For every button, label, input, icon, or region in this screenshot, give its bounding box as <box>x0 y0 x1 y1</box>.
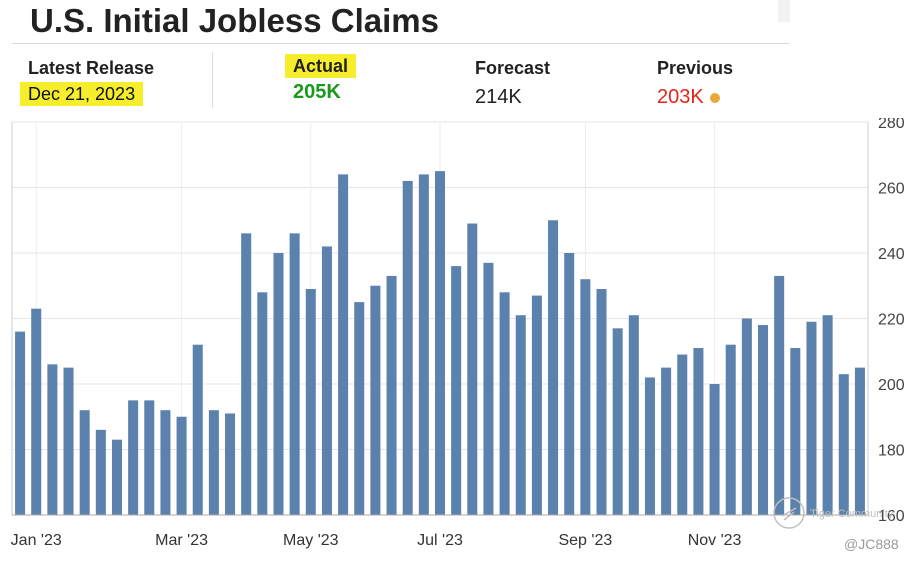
bar[interactable] <box>208 410 219 515</box>
bar[interactable] <box>95 429 106 515</box>
bar[interactable] <box>822 315 833 515</box>
bar[interactable] <box>402 180 413 515</box>
x-tick-label: May '23 <box>283 532 339 549</box>
bar[interactable] <box>63 367 74 515</box>
bar[interactable] <box>192 344 203 515</box>
bar[interactable] <box>338 174 349 515</box>
y-tick-label: 260 <box>878 181 905 198</box>
bar[interactable] <box>434 171 446 515</box>
x-tick-label: Mar '23 <box>155 532 208 549</box>
x-tick-label: Sep '23 <box>558 532 612 549</box>
bar[interactable] <box>225 413 236 515</box>
stat-divider <box>212 52 213 108</box>
bar[interactable] <box>418 174 429 515</box>
bar[interactable] <box>176 416 187 515</box>
bar[interactable] <box>257 292 268 515</box>
forecast-label: Forecast <box>475 58 551 78</box>
bar[interactable] <box>31 308 42 515</box>
bar[interactable] <box>709 384 720 515</box>
actual-label: Actual <box>285 54 357 78</box>
actual-value: 205K <box>293 81 341 103</box>
previous-label: Previous <box>657 58 734 78</box>
bar[interactable] <box>677 354 688 515</box>
previous-stat: Previous 203K <box>657 58 733 109</box>
x-tick-label: Jan '23 <box>11 532 62 549</box>
bar[interactable] <box>111 439 122 515</box>
bar[interactable] <box>548 220 559 515</box>
watermark: Tiger Community @JC888 <box>772 496 899 552</box>
bar[interactable] <box>596 289 607 515</box>
latest-release-date: Dec 21, 2023 <box>20 82 144 106</box>
bar[interactable] <box>289 233 300 515</box>
bar[interactable] <box>273 253 284 515</box>
bar[interactable] <box>499 292 510 515</box>
x-tick-label: Jul '23 <box>417 532 463 549</box>
y-tick-label: 160 <box>878 508 905 525</box>
bar[interactable] <box>370 285 381 515</box>
revision-dot-icon <box>709 92 720 103</box>
bar[interactable] <box>758 325 769 515</box>
y-tick-label: 220 <box>878 312 905 329</box>
forecast-value: 214K <box>475 86 522 108</box>
bar[interactable] <box>79 410 90 515</box>
jobless-claims-bar-chart: 160 180 200 220 240 260 280 Jan '23 Mar '23 May '… <box>11 118 905 549</box>
bar[interactable] <box>725 344 736 515</box>
bar[interactable] <box>241 233 252 515</box>
bar[interactable] <box>386 275 397 515</box>
bar[interactable] <box>305 289 316 515</box>
bar[interactable] <box>854 367 865 515</box>
y-tick-label: 280 <box>878 118 905 132</box>
bar[interactable] <box>774 275 785 515</box>
watermark-brand: Tiger Community <box>810 508 894 520</box>
watermark-handle: @JC888 <box>844 536 899 552</box>
bar[interactable] <box>451 266 462 515</box>
y-tick-label: 200 <box>878 377 905 394</box>
bar[interactable] <box>321 246 332 515</box>
bar[interactable] <box>580 279 591 515</box>
bar[interactable] <box>128 400 139 515</box>
previous-value: 203K <box>657 86 704 108</box>
bar[interactable] <box>838 374 849 515</box>
bar[interactable] <box>144 400 155 515</box>
latest-release-stat: Latest Release Dec 21, 2023 <box>20 58 155 106</box>
actual-stat: Actual 205K <box>285 54 357 104</box>
bar[interactable] <box>160 410 171 515</box>
bar[interactable] <box>354 302 365 515</box>
bar[interactable] <box>661 367 672 515</box>
y-tick-label: 180 <box>878 443 905 460</box>
bar[interactable] <box>564 253 575 515</box>
scrollbar-stub[interactable] <box>778 0 790 22</box>
forecast-stat: Forecast 214K <box>475 58 550 109</box>
bar[interactable] <box>483 262 494 515</box>
page-title: U.S. Initial Jobless Claims <box>30 2 439 39</box>
latest-release-label: Latest Release <box>28 58 155 78</box>
bar[interactable] <box>47 364 58 515</box>
bar[interactable] <box>15 331 26 515</box>
bar[interactable] <box>806 321 817 515</box>
bar[interactable] <box>741 318 752 516</box>
bar[interactable] <box>515 315 526 515</box>
bar[interactable] <box>644 377 655 515</box>
bar[interactable] <box>612 328 623 515</box>
bar[interactable] <box>531 295 542 515</box>
title-divider <box>12 43 790 44</box>
bar[interactable] <box>693 347 704 515</box>
x-tick-label: Nov '23 <box>688 532 742 549</box>
bar[interactable] <box>628 315 639 515</box>
bar[interactable] <box>790 347 801 515</box>
y-tick-label: 240 <box>878 246 905 263</box>
tiger-logo-icon <box>773 497 805 529</box>
bar[interactable] <box>467 223 478 515</box>
